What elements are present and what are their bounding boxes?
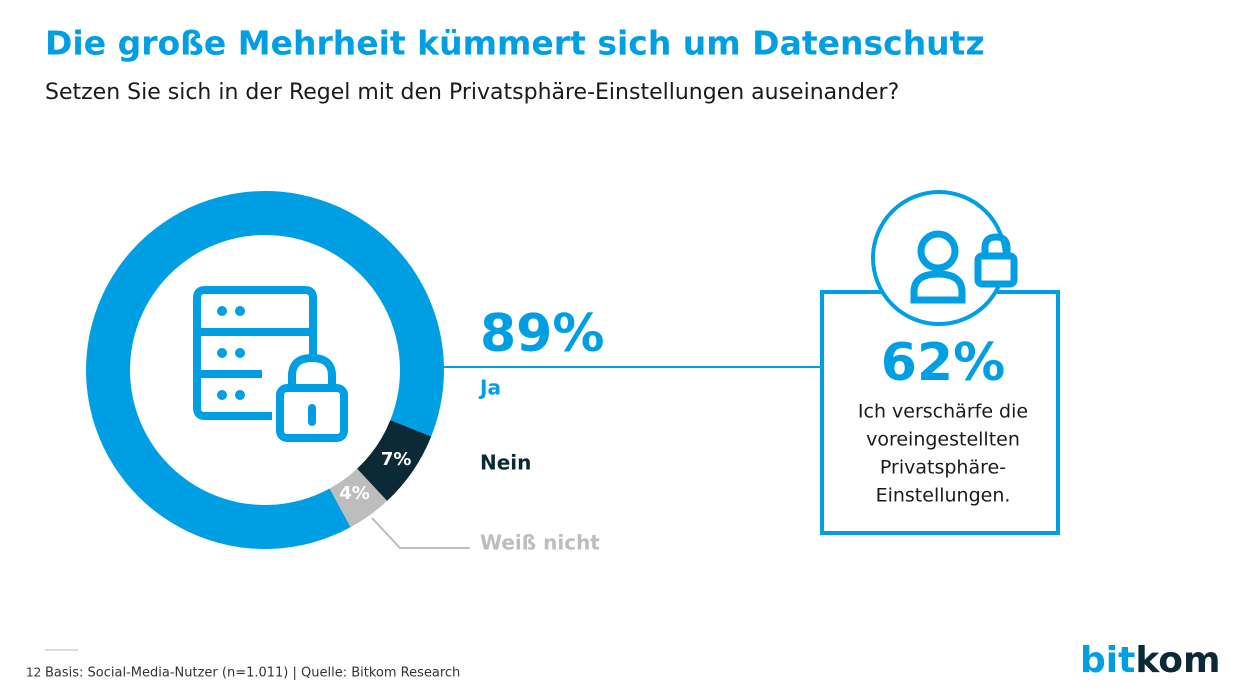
logo: bitkom (1080, 640, 1221, 681)
callout-text-line: Einstellungen. (876, 485, 1011, 507)
footer-source: Basis: Social-Media-Nutzer (n=1.011) | Q… (45, 666, 460, 681)
category-label: Ja (478, 376, 501, 400)
logo-part: bit (1080, 640, 1135, 681)
value-label: 7% (381, 449, 412, 470)
value-label: 89% (480, 304, 604, 364)
callout-text-line: voreingestellten (866, 429, 1020, 451)
callout-box (820, 290, 1060, 535)
page-number: 12 (26, 666, 41, 680)
leader-line (371, 517, 470, 549)
donut-segment (357, 420, 432, 501)
donut-segment (329, 468, 388, 528)
chart-subtitle: Setzen Sie sich in der Regel mit den Pri… (45, 80, 899, 105)
server-icon (193, 286, 348, 442)
logo-part: kom (1135, 640, 1220, 681)
user-lock-icon (910, 230, 1018, 304)
callout-text-line: Privatsphäre- (880, 457, 1006, 479)
chart-title: Die große Mehrheit kümmert sich um Daten… (45, 24, 985, 63)
category-label: Nein (480, 451, 531, 475)
callout-value: 62% (881, 333, 1005, 393)
server-dots (217, 306, 245, 400)
value-label: 4% (339, 483, 370, 504)
callout-text-line: Ich verschärfe die (858, 401, 1028, 423)
category-label: Weiß nicht (480, 531, 600, 555)
